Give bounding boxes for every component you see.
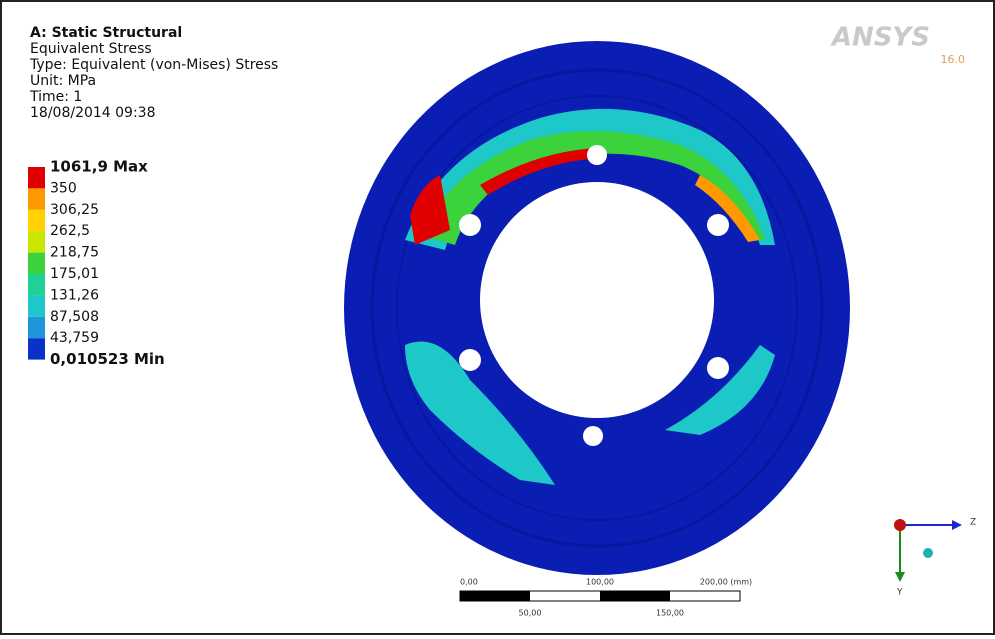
header-line: Time: 1 (29, 89, 82, 105)
bolt-hole (587, 145, 607, 165)
legend-label: 175,01 (50, 266, 99, 282)
view-point (923, 548, 933, 558)
scale-label: 0,00 (460, 578, 478, 587)
legend-label: 262,5 (50, 223, 90, 239)
legend-swatch (28, 210, 45, 231)
legend-swatch (28, 188, 45, 209)
z-label: Z (970, 518, 976, 528)
results-viewport: A: Static StructuralEquivalent StressTyp… (0, 0, 995, 635)
header-line: 18/08/2014 09:38 (30, 105, 156, 121)
scale-label: 50,00 (519, 609, 542, 618)
header-line: Type: Equivalent (von-Mises) Stress (29, 57, 278, 73)
legend-label: 350 (50, 180, 77, 196)
scale-bar-segment (460, 591, 530, 601)
legend-swatch (28, 274, 45, 295)
header-line: Equivalent Stress (30, 41, 152, 57)
logo-brand: ANSYS (830, 23, 930, 53)
legend-swatch (28, 295, 45, 316)
legend-label: 131,26 (50, 287, 99, 303)
scale-label: 200,00 (mm) (700, 578, 752, 587)
scale-bar-segment (600, 591, 670, 601)
bolt-hole (583, 426, 603, 446)
legend-swatch (28, 167, 45, 188)
legend-swatch (28, 231, 45, 252)
legend-swatch (28, 338, 45, 359)
legend-label: 218,75 (50, 245, 99, 261)
scale-label: 150,00 (656, 609, 684, 618)
header-line: Unit: MPa (30, 73, 96, 89)
legend-swatch (28, 317, 45, 338)
center-bore (480, 182, 714, 418)
origin (894, 519, 906, 531)
bolt-hole (459, 214, 481, 236)
legend-swatch (28, 253, 45, 274)
disc-model (344, 41, 850, 575)
scale-label: 100,00 (586, 578, 614, 587)
logo-version: 16.0 (941, 53, 966, 66)
legend-label: 87,508 (50, 309, 99, 325)
legend-label: 43,759 (50, 330, 99, 346)
bolt-hole (707, 357, 729, 379)
legend-label: 1061,9 Max (50, 158, 148, 176)
legend-label: 306,25 (50, 202, 99, 218)
legend-label: 0,010523 Min (50, 350, 165, 368)
y-label: Y (896, 588, 903, 598)
bolt-hole (707, 214, 729, 236)
bolt-hole (459, 349, 481, 371)
header-line: A: Static Structural (30, 25, 182, 41)
